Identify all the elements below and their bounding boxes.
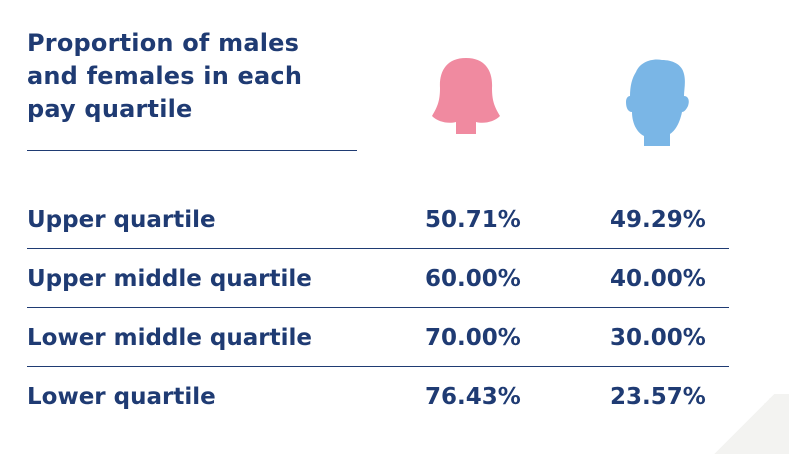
row-divider [27, 248, 729, 249]
quartile-label: Upper quartile [27, 207, 216, 233]
row-divider [27, 307, 729, 308]
quartile-label: Upper middle quartile [27, 266, 312, 292]
chart-title: Proportion of males and females in each … [27, 29, 303, 123]
table-row: Lower quartile 76.43% 23.57% [27, 368, 729, 426]
table-row: Upper middle quartile 60.00% 40.00% [27, 250, 729, 308]
male-percentage: 23.57% [610, 384, 706, 410]
title-divider [27, 150, 357, 151]
quartile-label: Lower quartile [27, 384, 216, 410]
male-percentage: 30.00% [610, 325, 706, 351]
quartile-label: Lower middle quartile [27, 325, 312, 351]
male-head-icon [626, 59, 689, 146]
male-percentage: 49.29% [610, 207, 706, 233]
female-head-icon [432, 58, 500, 134]
female-percentage: 60.00% [425, 266, 521, 292]
female-percentage: 70.00% [425, 325, 521, 351]
female-percentage: 50.71% [425, 207, 521, 233]
female-percentage: 76.43% [425, 384, 521, 410]
row-divider [27, 366, 729, 367]
table-row: Upper quartile 50.71% 49.29% [27, 191, 729, 249]
table-row: Lower middle quartile 70.00% 30.00% [27, 309, 729, 367]
male-percentage: 40.00% [610, 266, 706, 292]
corner-decoration [699, 394, 789, 454]
